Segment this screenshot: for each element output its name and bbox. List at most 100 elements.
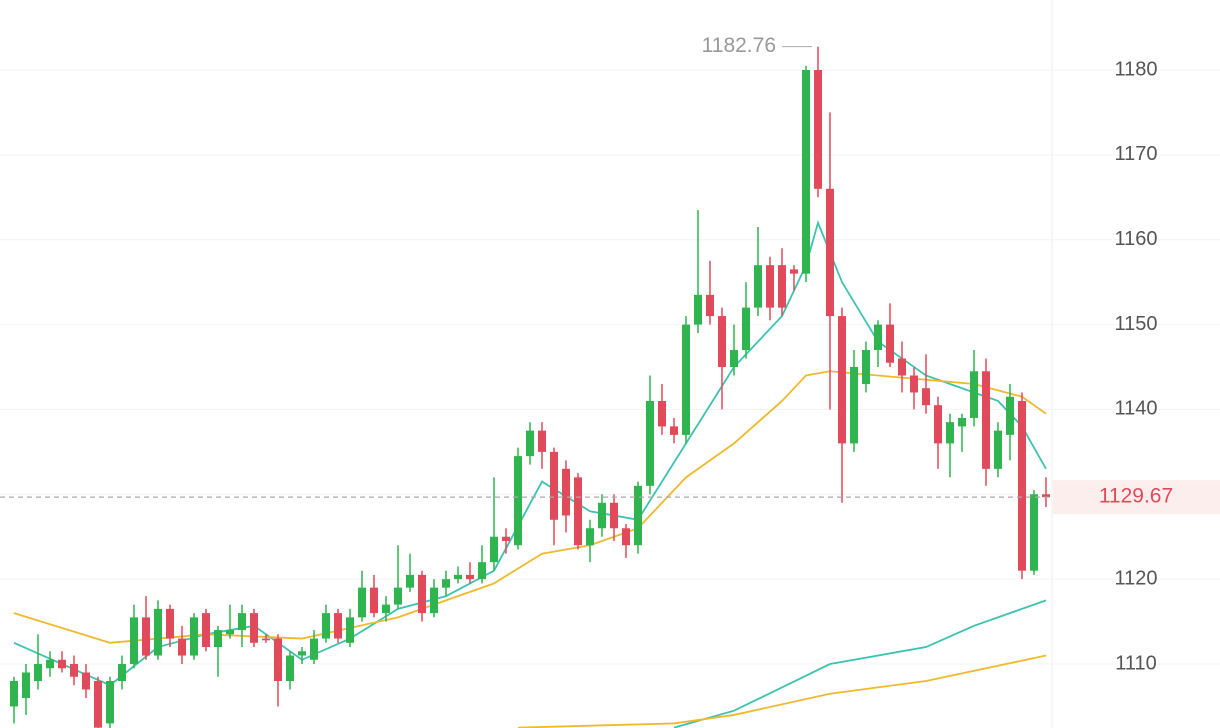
last-price-label: 1129.67 [1099, 485, 1173, 508]
candle-body [478, 562, 486, 580]
candle-body [934, 405, 942, 444]
candle-body [142, 617, 150, 656]
grid [0, 69, 1220, 665]
y-tick-label: 1170 [1114, 143, 1157, 165]
candle-body [946, 422, 954, 444]
candle-body [394, 587, 402, 605]
candle-body [862, 350, 870, 384]
candle-body [742, 307, 750, 351]
candle-body [442, 579, 450, 588]
candle-body [886, 324, 894, 363]
candle-body [190, 617, 198, 656]
moving-average-line [673, 599, 1047, 728]
candle-body [694, 294, 702, 325]
candle-body [826, 188, 834, 317]
candle-body [994, 430, 1002, 469]
candle-body [58, 659, 66, 669]
candle-body [346, 617, 354, 643]
candle-body [238, 613, 246, 631]
candle-body [454, 574, 462, 580]
y-tick-label: 1110 [1115, 652, 1157, 674]
candle-body [70, 664, 78, 677]
candle-body [214, 630, 222, 648]
candle-body [634, 485, 642, 546]
candle-body [22, 672, 30, 698]
candle-body [526, 430, 534, 457]
max-label: 1182.76 [702, 34, 776, 57]
candle-body [898, 358, 906, 376]
candle-body [466, 574, 474, 580]
candle-body [610, 502, 618, 529]
candle-body [274, 638, 282, 681]
candle-body [262, 638, 270, 641]
candle-body [1042, 494, 1050, 498]
candle-body [94, 680, 102, 728]
candle-body [670, 426, 678, 435]
candle-body [82, 672, 90, 690]
candle-body [130, 617, 138, 665]
candle-body [922, 388, 930, 406]
candle-body [838, 316, 846, 444]
candle-body [310, 638, 318, 660]
candle-body [166, 608, 174, 639]
candle-body [430, 587, 438, 614]
candle-body [970, 371, 978, 418]
y-tick-label: 1140 [1114, 398, 1157, 420]
last-price-badge [1053, 480, 1220, 515]
candle-body [382, 604, 390, 614]
candle-body [958, 417, 966, 427]
candle-body [874, 324, 882, 351]
candle-body [910, 375, 918, 393]
candle-body [154, 608, 162, 656]
candle-body [202, 613, 210, 648]
candle-body [574, 477, 582, 546]
candle-body [766, 265, 774, 308]
candle-body [322, 613, 330, 639]
candle-body [502, 536, 510, 541]
y-tick-label: 1150 [1114, 313, 1157, 335]
candle-body [706, 294, 714, 317]
candle-body [10, 680, 18, 707]
y-tick-label: 1180 [1114, 58, 1157, 80]
candle-body [790, 269, 798, 274]
candle-body [490, 536, 498, 563]
candle-body [250, 613, 258, 643]
candle-body [538, 430, 546, 452]
candle-body [598, 502, 606, 529]
candles [10, 46, 1050, 728]
candle-body [682, 324, 690, 435]
candle-body [658, 400, 666, 427]
candle-body [718, 316, 726, 368]
candle-body [550, 451, 558, 520]
labels: 1110 1120 1140 1150 1160 1170 1180 1129.67 1182.… [0, 34, 1220, 674]
candle-body [1006, 396, 1014, 435]
candle-body [118, 664, 126, 681]
moving-average-line [517, 654, 1047, 728]
candle-body [982, 371, 990, 469]
candle-body [514, 456, 522, 546]
candle-body [46, 659, 54, 669]
candle-body [646, 400, 654, 486]
candle-body [370, 587, 378, 614]
candle-body [730, 350, 738, 368]
candle-body [622, 528, 630, 546]
candle-body [802, 70, 810, 274]
candle-body [418, 574, 426, 614]
candle-body [814, 70, 822, 189]
candle-body [778, 265, 786, 308]
candle-body [850, 367, 858, 444]
candle-body [754, 265, 762, 308]
candle-body [106, 680, 114, 724]
candle-body [178, 638, 186, 656]
candle-body [358, 587, 366, 618]
candle-body [226, 630, 234, 635]
candle-body [334, 613, 342, 639]
candle-body [286, 655, 294, 681]
candle-body [406, 574, 414, 588]
candle-body [34, 664, 42, 681]
candle-body [1018, 400, 1026, 571]
candle-body [1030, 494, 1038, 571]
candle-body [586, 528, 594, 546]
